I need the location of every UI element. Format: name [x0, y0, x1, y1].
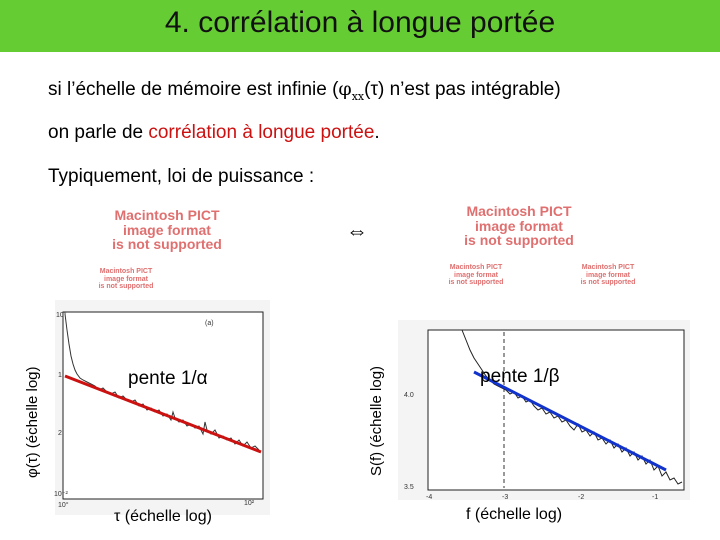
- pict-placeholder-small-2: Macintosh PICT image format is not suppo…: [448, 264, 504, 287]
- pict-placeholder-small-1: Macintosh PICT image format is not suppo…: [98, 268, 154, 291]
- pict-placeholder-small-3: Macintosh PICT image format is not suppo…: [580, 264, 636, 287]
- left-tick-x-right: 10²: [244, 500, 255, 507]
- left-tick-y-top: 10°: [56, 312, 67, 319]
- pict-placeholder-left: Macintosh PICT image format is not suppo…: [112, 207, 222, 253]
- right-x-axis-label: f (échelle log): [466, 506, 563, 523]
- left-plot-panel-tag: (a): [205, 320, 214, 327]
- line1-subscript: xx: [351, 89, 365, 103]
- left-slope-label: pente 1/α: [128, 368, 208, 389]
- text-line-3: Typiquement, loi de puissance :: [48, 166, 315, 187]
- right-tick-x2: -3: [502, 494, 509, 501]
- line2-text-a: on parle de: [48, 122, 149, 143]
- left-plot-frame: [62, 311, 264, 500]
- pict-placeholder-right: Macintosh PICT image format is not suppo…: [464, 203, 574, 249]
- line2-highlight: corrélation à longue portée: [148, 122, 375, 143]
- left-tick-x-left: 10°: [58, 502, 69, 509]
- line1-phi: φ: [338, 78, 352, 100]
- left-plot-fit-line: [64, 374, 262, 454]
- line2-text-b: .: [374, 122, 380, 143]
- right-plot: [398, 320, 690, 500]
- left-x-axis-label: τ (échelle log): [114, 508, 212, 525]
- left-y-axis-label: φ(τ) (échelle log): [24, 366, 41, 478]
- line1-text-b: (τ) n’est pas intégrable): [364, 79, 561, 100]
- line1-text-a: si l’échelle de mémoire est infinie (: [48, 79, 339, 100]
- right-tick-y-top: 4.0: [404, 392, 414, 399]
- right-slope-label: pente 1/β: [480, 366, 560, 387]
- left-tick-y-low: 2: [58, 430, 62, 437]
- page-title: 4. corrélation à longue portée: [164, 6, 556, 39]
- right-y-axis-label: S(f) (échelle log): [368, 365, 385, 476]
- right-plot-frame: [427, 329, 685, 491]
- text-line-1: si l’échelle de mémoire est infinie (φxx…: [48, 78, 561, 103]
- right-tick-x3: -2: [578, 494, 585, 501]
- right-plot-fit-line: [473, 370, 667, 472]
- right-tick-x1: -4: [426, 494, 433, 501]
- equivalence-arrow: ⇔: [346, 218, 368, 243]
- right-tick-y-bottom: 3.5: [404, 484, 414, 491]
- title-bar: [0, 0, 720, 52]
- left-tick-y-mid: 1: [58, 372, 62, 379]
- left-plot: [55, 300, 270, 515]
- right-tick-x4: -1: [652, 494, 659, 501]
- text-line-2: on parle de corrélation à longue portée.: [48, 122, 380, 144]
- right-plot-data-curve: [461, 329, 683, 485]
- left-tick-y-bottom: 10⁻²: [54, 491, 68, 498]
